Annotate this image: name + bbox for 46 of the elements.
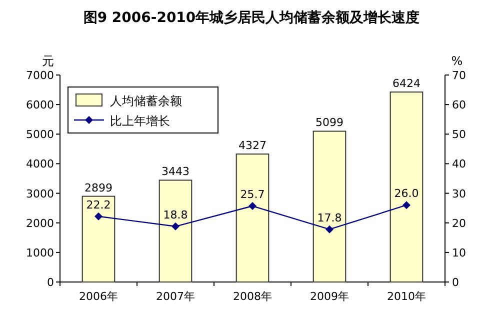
- y2-tick-label: 20: [452, 216, 466, 230]
- bar: [312, 130, 346, 282]
- bar: [82, 196, 116, 282]
- chart-title: 图9 2006-2010年城乡居民人均储蓄余额及增长速度: [83, 9, 420, 26]
- data-label: 17.8: [317, 211, 342, 224]
- point: [248, 202, 256, 210]
- y2-tick-label: 50: [452, 128, 466, 142]
- y-tick-label: 7000: [26, 69, 54, 82]
- y-tick-label: 1000: [26, 246, 54, 260]
- x-tick-label: 2010年: [387, 290, 426, 303]
- x-tick-label: 2007年: [156, 290, 195, 303]
- bar: [158, 180, 192, 282]
- y2-axis-title: %: [451, 54, 463, 68]
- data-label: 25.7: [240, 188, 265, 201]
- data-label: 3443: [162, 165, 190, 178]
- y2-tick-label: 30: [452, 187, 466, 200]
- y-tick-label: 5000: [26, 128, 54, 142]
- bar: [390, 92, 424, 282]
- data-label: 5099: [316, 116, 344, 130]
- y-tick-label: 6000: [26, 98, 54, 112]
- y-tick-label: 0: [47, 276, 54, 289]
- data-label: 6424: [392, 77, 420, 90]
- point: [172, 222, 180, 230]
- legend-label: 人均储蓄余额: [110, 94, 182, 108]
- data-label: 18.8: [163, 208, 188, 222]
- x-tick-label: 2008年: [233, 290, 272, 303]
- data-label: 26.0: [394, 187, 419, 200]
- point: [326, 225, 334, 234]
- x-tick-label: 2006年: [79, 290, 118, 303]
- y2-tick-label: 0: [452, 276, 459, 289]
- data-label: 2899: [84, 181, 112, 194]
- legend-label: 比上年增长: [110, 114, 170, 128]
- point: [94, 212, 102, 220]
- y-axis-title: 元: [42, 54, 54, 68]
- point: [402, 201, 410, 210]
- bar: [236, 154, 270, 282]
- y2-tick-label: 70: [452, 69, 466, 82]
- x-tick-label: 2009年: [310, 290, 349, 303]
- y2-tick-label: 10: [452, 246, 466, 260]
- y2-tick-label: 40: [452, 158, 466, 171]
- data-label: 4327: [238, 139, 266, 152]
- data-label: 22.2: [86, 198, 111, 212]
- y2-tick-label: 60: [452, 98, 466, 112]
- y-tick-label: 3000: [26, 187, 54, 200]
- y-tick-label: 4000: [26, 158, 54, 171]
- y-tick-label: 2000: [26, 216, 54, 230]
